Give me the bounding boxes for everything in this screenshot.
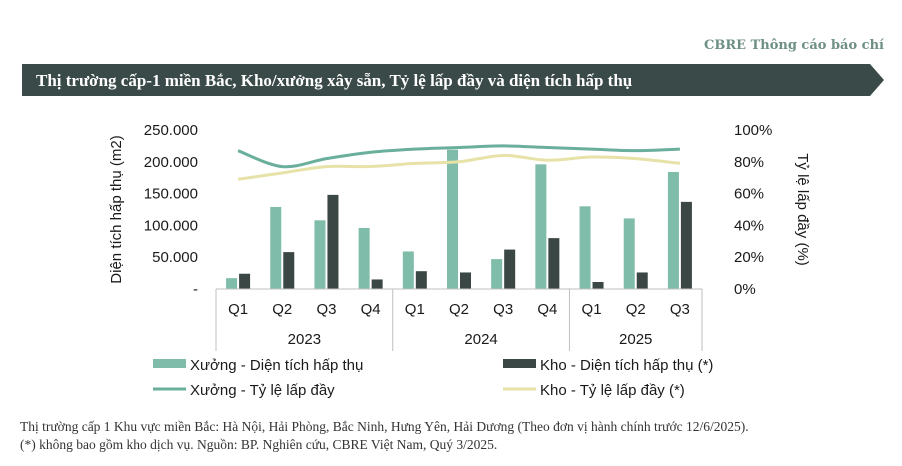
bars xyxy=(226,149,692,289)
x-tick-label: Q3 xyxy=(670,301,690,318)
x-tick-label: Q1 xyxy=(405,301,425,318)
bar-warehouse-absorption xyxy=(283,252,295,289)
y2-tick-label: 40% xyxy=(734,217,764,234)
x-tick-label: Q1 xyxy=(582,301,602,318)
x-group-label: 2023 xyxy=(288,331,321,348)
x-tick-label: Q1 xyxy=(228,301,248,318)
y2-tick-label: 100% xyxy=(734,122,772,139)
x-tick-label: Q2 xyxy=(449,301,469,318)
y-tick-label: 50.000 xyxy=(152,249,198,266)
bar-warehouse-absorption xyxy=(680,201,692,289)
y2-tick-label: 80% xyxy=(734,154,764,171)
y-tick-label: 200.000 xyxy=(144,154,198,171)
x-group-label: 2025 xyxy=(619,331,652,348)
line-warehouse-occupancy xyxy=(237,153,681,181)
bar-warehouse-absorption xyxy=(415,271,427,289)
y2-tick-label: 60% xyxy=(734,186,764,203)
legend-label: Xưởng - Tỷ lệ lấp đầy xyxy=(190,382,335,399)
series-lines xyxy=(237,144,681,181)
title-banner: Thị trường cấp-1 miền Bắc, Kho/xưởng xây… xyxy=(22,64,884,96)
bar-factory-absorption xyxy=(447,149,458,289)
bar-warehouse-absorption xyxy=(548,238,560,289)
bar-warehouse-absorption xyxy=(504,249,516,289)
legend-label: Xưởng - Diện tích hấp thụ xyxy=(190,357,363,374)
line-factory-occupancy xyxy=(237,144,680,169)
x-tick-label: Q4 xyxy=(537,301,557,318)
footnote-line-2: (*) không bao gồm kho dịch vụ. Nguồn: BP… xyxy=(20,437,498,452)
legend: Xưởng - Diện tích hấp thụ Kho - Diện tích… xyxy=(153,357,713,399)
x-tick-label: Q3 xyxy=(316,301,336,318)
y2-tick-label: 20% xyxy=(734,249,764,266)
y2-tick-label: 0% xyxy=(734,281,756,298)
y-tick-label: 250.000 xyxy=(144,122,198,139)
bar-warehouse-absorption xyxy=(239,273,251,289)
bar-factory-absorption xyxy=(579,206,591,289)
x-tick-label: Q2 xyxy=(272,301,292,318)
legend-label: Kho - Tỷ lệ lấp đầy (*) xyxy=(540,382,685,399)
bar-factory-absorption xyxy=(270,206,282,289)
x-tick-label: Q2 xyxy=(626,301,646,318)
bar-factory-absorption xyxy=(535,164,547,289)
bar-warehouse-absorption xyxy=(592,282,604,289)
chart: - 50.000 100.000 150.000 200.000 250.000 Diện … xyxy=(108,122,811,399)
y-tick-label: 100.000 xyxy=(144,217,198,234)
bar-factory-absorption xyxy=(402,251,414,289)
bar-warehouse-absorption xyxy=(460,272,471,289)
x-group-label: 2024 xyxy=(464,331,497,348)
bar-factory-absorption xyxy=(314,220,326,289)
y2-axis-label: Tỷ lệ lấp đầy (%) xyxy=(794,153,811,266)
legend-swatch xyxy=(503,359,536,368)
bar-factory-absorption xyxy=(667,171,679,289)
footnote-line-1: Thị trường cấp 1 Khu vực miền Bắc: Hà Nộ… xyxy=(20,419,749,434)
legend-swatch xyxy=(153,359,186,368)
x-tick-label: Q3 xyxy=(493,301,513,318)
bar-warehouse-absorption xyxy=(371,279,383,289)
right-axis: 0% 20% 40% 60% 80% 100% Tỷ lệ lấp đầy (%) xyxy=(734,122,811,298)
footnote: Thị trường cấp 1 Khu vực miền Bắc: Hà Nộ… xyxy=(20,418,890,454)
bar-factory-absorption xyxy=(623,218,635,289)
y-tick-label: - xyxy=(193,281,198,298)
left-axis: - 50.000 100.000 150.000 200.000 250.000 Diện … xyxy=(108,122,198,298)
banner-shape xyxy=(22,64,884,96)
bar-factory-absorption xyxy=(226,278,238,289)
bar-warehouse-absorption xyxy=(327,194,339,289)
brand-label: CBRE Thông cáo báo chí xyxy=(704,38,884,53)
bar-warehouse-absorption xyxy=(636,272,648,289)
legend-label: Kho - Diện tích hấp thụ (*) xyxy=(540,357,713,374)
x-axis: Q1 Q2 Q3 Q4 Q1 Q2 Q3 Q4 Q1 Q2 Q3 2023 2024 2025 xyxy=(215,288,703,351)
chart-title: Thị trường cấp-1 miền Bắc, Kho/xưởng xây… xyxy=(36,71,633,90)
bar-factory-absorption xyxy=(358,227,370,289)
bar-factory-absorption xyxy=(491,259,503,289)
y-tick-label: 150.000 xyxy=(144,186,198,203)
x-tick-label: Q4 xyxy=(361,301,381,318)
y-axis-label: Diện tích hấp thụ (m2) xyxy=(108,135,125,283)
